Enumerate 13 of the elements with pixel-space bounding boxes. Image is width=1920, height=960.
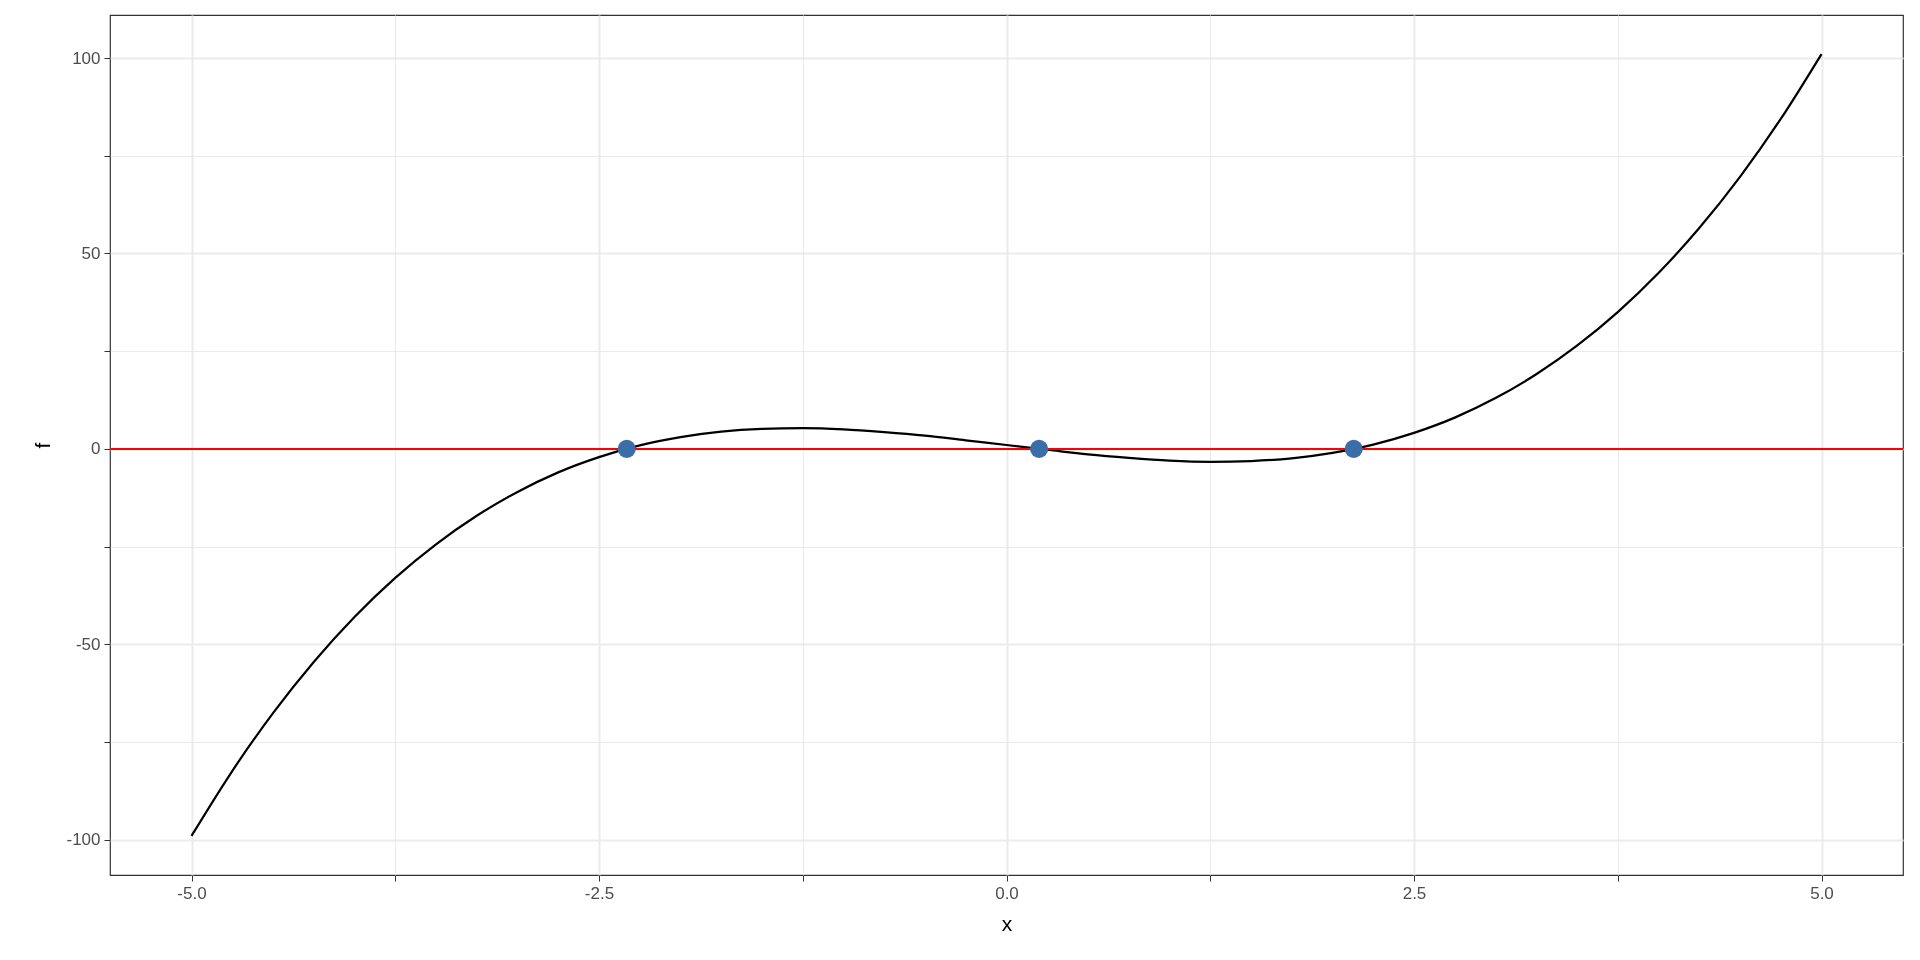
y-tick-label: -50 <box>75 634 101 654</box>
x-tick-label: 2.5 <box>1402 883 1427 903</box>
y-tick-label: 100 <box>72 48 101 68</box>
y-tick-label: -100 <box>66 830 101 850</box>
y-tick-label: 50 <box>81 243 101 263</box>
y-axis-title: f <box>31 442 55 449</box>
line-series <box>190 52 1823 838</box>
x-tick-label: -2.5 <box>584 883 615 903</box>
x-tick-label: 0.0 <box>995 883 1019 903</box>
x-axis-title: x <box>1001 911 1013 935</box>
x-tick-label: 5.0 <box>1810 883 1834 903</box>
y-tick-label: 0 <box>91 439 101 459</box>
x-tick-label: -5.0 <box>177 883 207 903</box>
